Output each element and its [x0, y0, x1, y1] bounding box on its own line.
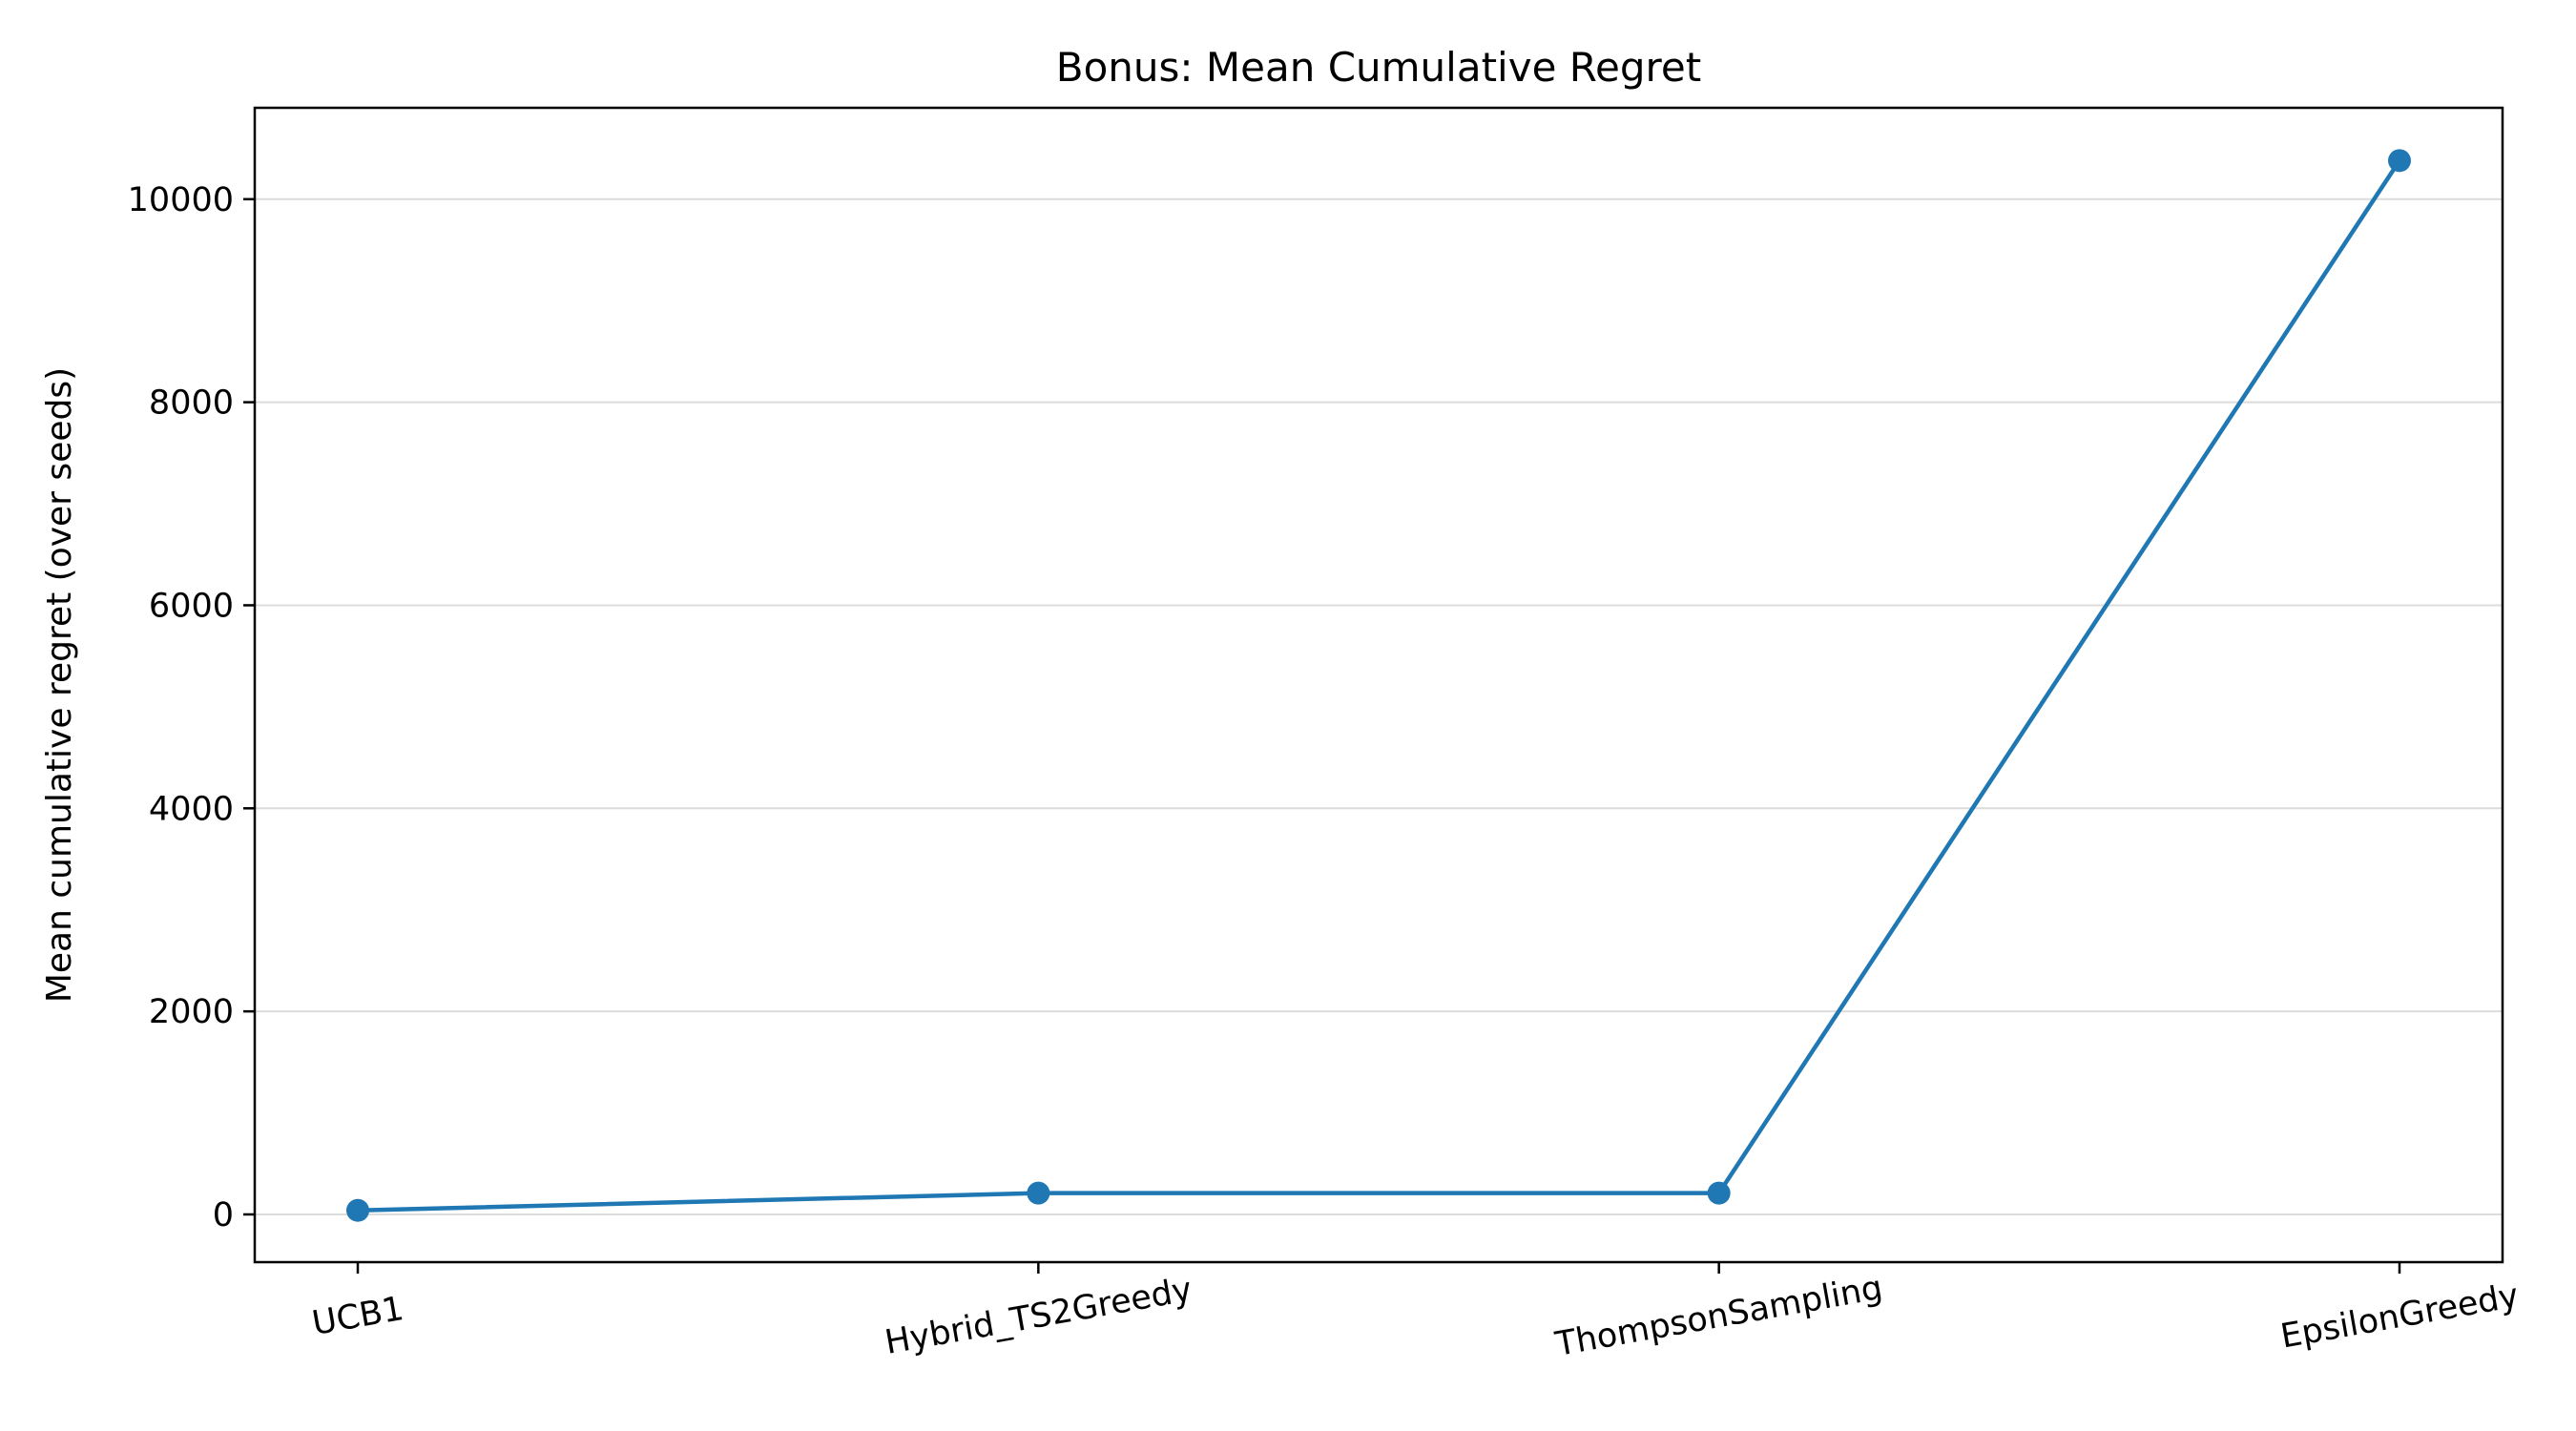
y-tick-label: 8000: [149, 384, 234, 423]
y-axis: 0 2000 4000 6000 8000 10000: [128, 181, 255, 1234]
y-tick-label: 4000: [149, 790, 234, 828]
chart-title: Bonus: Mean Cumulative Regret: [1056, 44, 1701, 91]
data-point: [2388, 149, 2411, 173]
x-axis: UCB1 Hybrid_TS2Greedy ThompsonSampling Epsi…: [309, 1262, 2522, 1364]
y-tick-label: 2000: [149, 993, 234, 1031]
x-tick-label: ThompsonSampling: [1552, 1269, 1886, 1364]
data-point: [1027, 1181, 1050, 1205]
series-line: [357, 159, 2401, 1213]
data-point: [346, 1198, 369, 1222]
series: [346, 149, 2411, 1222]
y-tick-label: 6000: [149, 587, 234, 625]
y-axis-label: Mean cumulative regret (over seeds): [40, 367, 79, 1003]
grid-lines: [255, 197, 2503, 1215]
data-point: [1707, 1181, 1731, 1205]
y-tick-label: 10000: [128, 181, 234, 219]
x-tick-label: Hybrid_TS2Greedy: [883, 1271, 1195, 1362]
x-tick-label: UCB1: [309, 1290, 406, 1343]
y-tick-label: 0: [213, 1196, 234, 1234]
plot-frame: [253, 106, 2504, 1264]
x-tick-label: EpsilonGreedy: [2277, 1276, 2521, 1356]
